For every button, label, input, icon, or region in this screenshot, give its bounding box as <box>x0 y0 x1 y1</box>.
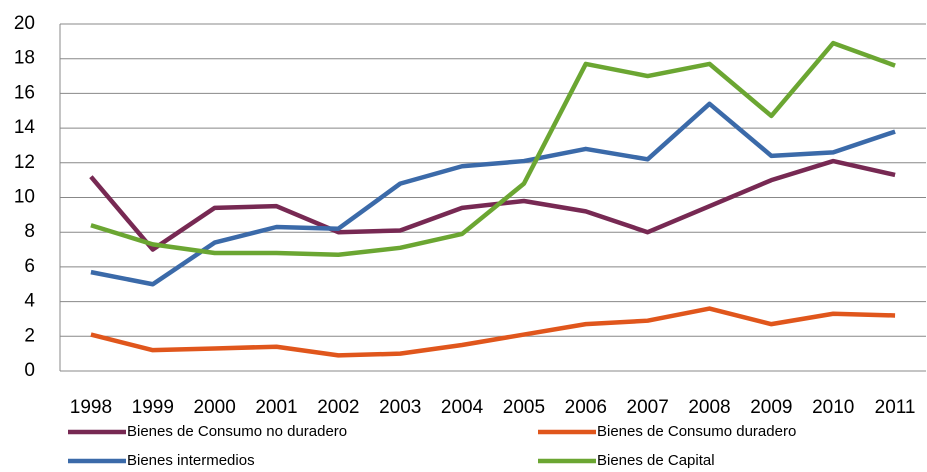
x-tick-label: 2001 <box>255 397 297 418</box>
x-tick-label: 2006 <box>565 397 607 418</box>
y-tick-label: 10 <box>14 187 35 208</box>
x-tick-label: 2010 <box>812 397 854 418</box>
x-tick-label: 1998 <box>70 397 112 418</box>
series-line <box>90 40 896 258</box>
x-tick-label: 2005 <box>503 397 545 418</box>
x-tick-label: 2008 <box>688 397 730 418</box>
x-tick-label: 2007 <box>627 397 669 418</box>
y-tick-label: 20 <box>14 13 35 34</box>
y-tick-label: 14 <box>14 117 36 138</box>
series-line <box>89 158 896 252</box>
series-line <box>90 101 896 287</box>
x-tick-label: 2000 <box>194 397 236 418</box>
y-tick-label: 18 <box>14 48 35 69</box>
x-tick-label: 2004 <box>441 397 484 418</box>
legend-label: Bienes de Capital <box>597 452 715 469</box>
legend-label: Bienes de Consumo no duradero <box>127 423 347 440</box>
y-tick-label: 4 <box>24 291 35 312</box>
y-tick-label: 12 <box>14 152 35 173</box>
x-tick-label: 2011 <box>875 397 916 418</box>
y-tick-label: 16 <box>14 82 35 103</box>
x-tick-label: 2003 <box>379 397 421 418</box>
y-tick-label: 0 <box>24 360 35 381</box>
x-tick-label: 1999 <box>132 397 174 418</box>
series-line <box>90 306 896 358</box>
y-tick-label: 2 <box>24 325 35 346</box>
legend-label: Bienes de Consumo duradero <box>597 423 796 440</box>
y-tick-label: 6 <box>24 256 35 277</box>
x-tick-label: 2002 <box>317 397 359 418</box>
y-tick-label: 8 <box>24 221 35 242</box>
legend-label: Bienes intermedios <box>127 452 255 469</box>
x-tick-label: 2009 <box>750 397 792 418</box>
